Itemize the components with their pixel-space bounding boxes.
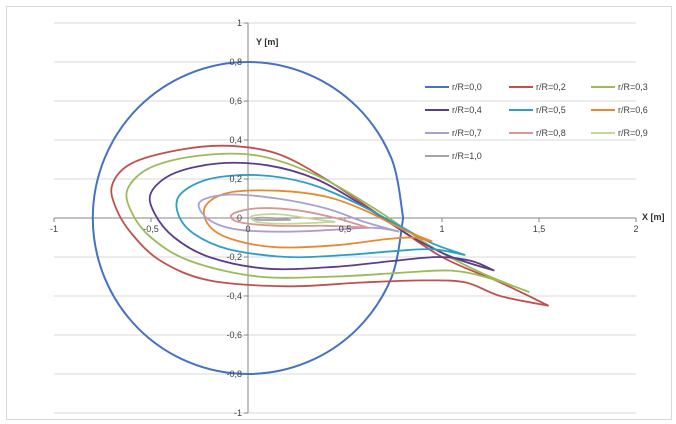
y-tick-label: -1 xyxy=(234,408,242,418)
x-tick-label: 2 xyxy=(633,224,638,234)
y-tick-label: -0,8 xyxy=(226,369,242,379)
legend-label: r/R=0,8 xyxy=(536,128,566,138)
tick-labels: -1 -0,5 0 0,5 1 1,5 2 -1 -0,8 -0,6 -0,4 -0,2 0 0,2 0,4… xyxy=(50,18,639,418)
y-axis-title: Y [m] xyxy=(256,37,278,47)
legend: r/R=0,0 r/R=0,2 r/R=0,3 r/R=0,4 r/R=0,5 r/R=0… xyxy=(425,82,648,161)
chart-frame: -1 -0,5 0 0,5 1 1,5 2 -1 -0,8 -0,6 -0,4 -0,2 0 0,2 0,4… xyxy=(6,6,672,420)
y-tick-label: 0,8 xyxy=(229,57,242,67)
legend-label: r/R=0,4 xyxy=(452,105,482,115)
legend-label: r/R=0,2 xyxy=(536,82,566,92)
legend-label: r/R=0,3 xyxy=(618,82,648,92)
axes xyxy=(53,22,637,414)
legend-item: r/R=1,0 xyxy=(425,151,482,161)
legend-item: r/R=0,3 xyxy=(591,82,648,92)
legend-label: r/R=0,5 xyxy=(536,105,566,115)
x-tick-label: 1 xyxy=(439,224,444,234)
series-line-3 xyxy=(125,152,530,293)
legend-item: r/R=0,5 xyxy=(509,105,566,115)
y-tick-label: 0,2 xyxy=(229,174,242,184)
series-line-9 xyxy=(249,213,336,225)
y-tick-label: 0,6 xyxy=(229,96,242,106)
legend-item: r/R=0,6 xyxy=(591,105,648,115)
x-tick-label: 0 xyxy=(245,224,250,234)
legend-item: r/R=0,2 xyxy=(509,82,566,92)
legend-item: r/R=0,9 xyxy=(591,128,648,138)
chart-plot: -1 -0,5 0 0,5 1 1,5 2 -1 -0,8 -0,6 -0,4 -0,2 0 0,2 0,4… xyxy=(50,18,665,418)
series-line-10 xyxy=(253,216,291,221)
legend-item: r/R=0,0 xyxy=(425,82,482,92)
x-tick-label: -0,5 xyxy=(143,224,159,234)
legend-label: r/R=0,0 xyxy=(452,82,482,92)
y-tick-label: 1 xyxy=(237,18,242,28)
legend-label: r/R=1,0 xyxy=(452,151,482,161)
series-lines xyxy=(91,61,550,375)
legend-label: r/R=0,9 xyxy=(618,128,648,138)
x-axis-title: X [m] xyxy=(642,212,665,222)
legend-label: r/R=0,7 xyxy=(452,128,482,138)
y-tick-label: -0,6 xyxy=(226,330,242,340)
legend-item: r/R=0,7 xyxy=(425,128,482,138)
grid-lines xyxy=(54,22,636,414)
legend-item: r/R=0,4 xyxy=(425,105,482,115)
series-line-7 xyxy=(197,193,400,233)
x-tick-label: 0,5 xyxy=(339,224,352,234)
legend-item: r/R=0,8 xyxy=(509,128,566,138)
series-line-5 xyxy=(175,174,466,259)
y-tick-label: 0 xyxy=(237,213,242,223)
x-tick-label: 1,5 xyxy=(533,224,546,234)
y-tick-label: -0,2 xyxy=(226,252,242,262)
series-line-8 xyxy=(230,207,369,229)
series-line-1 xyxy=(91,61,405,375)
y-tick-label: -0,4 xyxy=(226,291,242,301)
y-tick-label: 0,4 xyxy=(229,135,242,145)
x-tick-label: -1 xyxy=(50,224,58,234)
legend-label: r/R=0,6 xyxy=(618,105,648,115)
